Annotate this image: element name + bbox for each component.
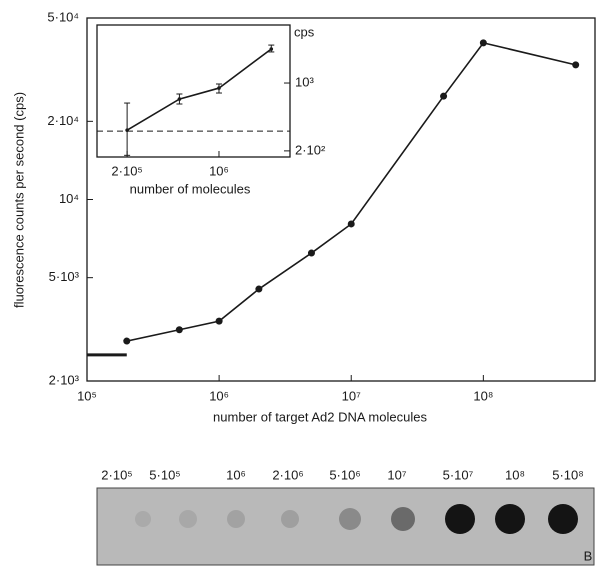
y-tick-label: 2·10² [295,142,326,157]
inset-x-label: number of molecules [130,181,251,196]
data-point [572,61,579,68]
y-tick-label: 5·10⁴ [47,9,79,24]
blot-spot [548,504,578,534]
lane-label: 5·10⁷ [443,467,474,482]
blot-spot [391,507,415,531]
blot-spot [495,504,525,534]
data-point [178,97,182,101]
y-axis-label: fluorescence counts per second (cps) [11,92,26,308]
x-tick-label: 10⁸ [473,388,493,403]
inset-y-label: cps [294,24,315,39]
data-point [123,338,130,345]
x-tick-label: 2·10⁵ [111,163,142,178]
panel-label: B [584,548,593,563]
x-tick-label: 10⁶ [209,163,229,178]
data-point [269,47,273,51]
data-point [125,128,129,132]
blot-spot [445,504,475,534]
data-point [176,326,183,333]
lane-label: 10⁷ [387,467,406,482]
lane-label: 2·10⁶ [272,467,303,482]
data-point [308,250,315,257]
lane-label: 2·10⁵ [101,467,132,482]
data-point [217,86,221,90]
lane-label: 10⁶ [226,467,246,482]
plot-frame [97,25,290,157]
lane-label: 5·10⁸ [552,467,584,482]
x-tick-label: 10⁶ [209,388,229,403]
x-tick-label: 10⁵ [77,388,97,403]
blot-spot [281,510,299,528]
y-tick-label: 10³ [295,74,314,89]
x-tick-label: 10⁷ [342,388,361,403]
y-tick-label: 5·10³ [49,269,80,284]
data-point [480,39,487,46]
blot-spot [339,508,361,530]
blot-spot [179,510,197,528]
blot-spot [135,511,151,527]
lane-label: 5·10⁶ [329,467,360,482]
y-tick-label: 2·10³ [49,372,80,387]
x-axis-label: number of target Ad2 DNA molecules [213,409,427,424]
lane-label: 10⁸ [505,467,525,482]
data-point [255,286,262,293]
data-point [440,93,447,100]
y-tick-label: 2·10⁴ [47,113,79,128]
data-point [216,318,223,325]
blot-spot [227,510,245,528]
lane-label: 5·10⁵ [149,467,180,482]
data-point [348,220,355,227]
figure: fluorescence counts per second (cps) num… [0,0,596,574]
y-tick-label: 10⁴ [59,191,79,206]
